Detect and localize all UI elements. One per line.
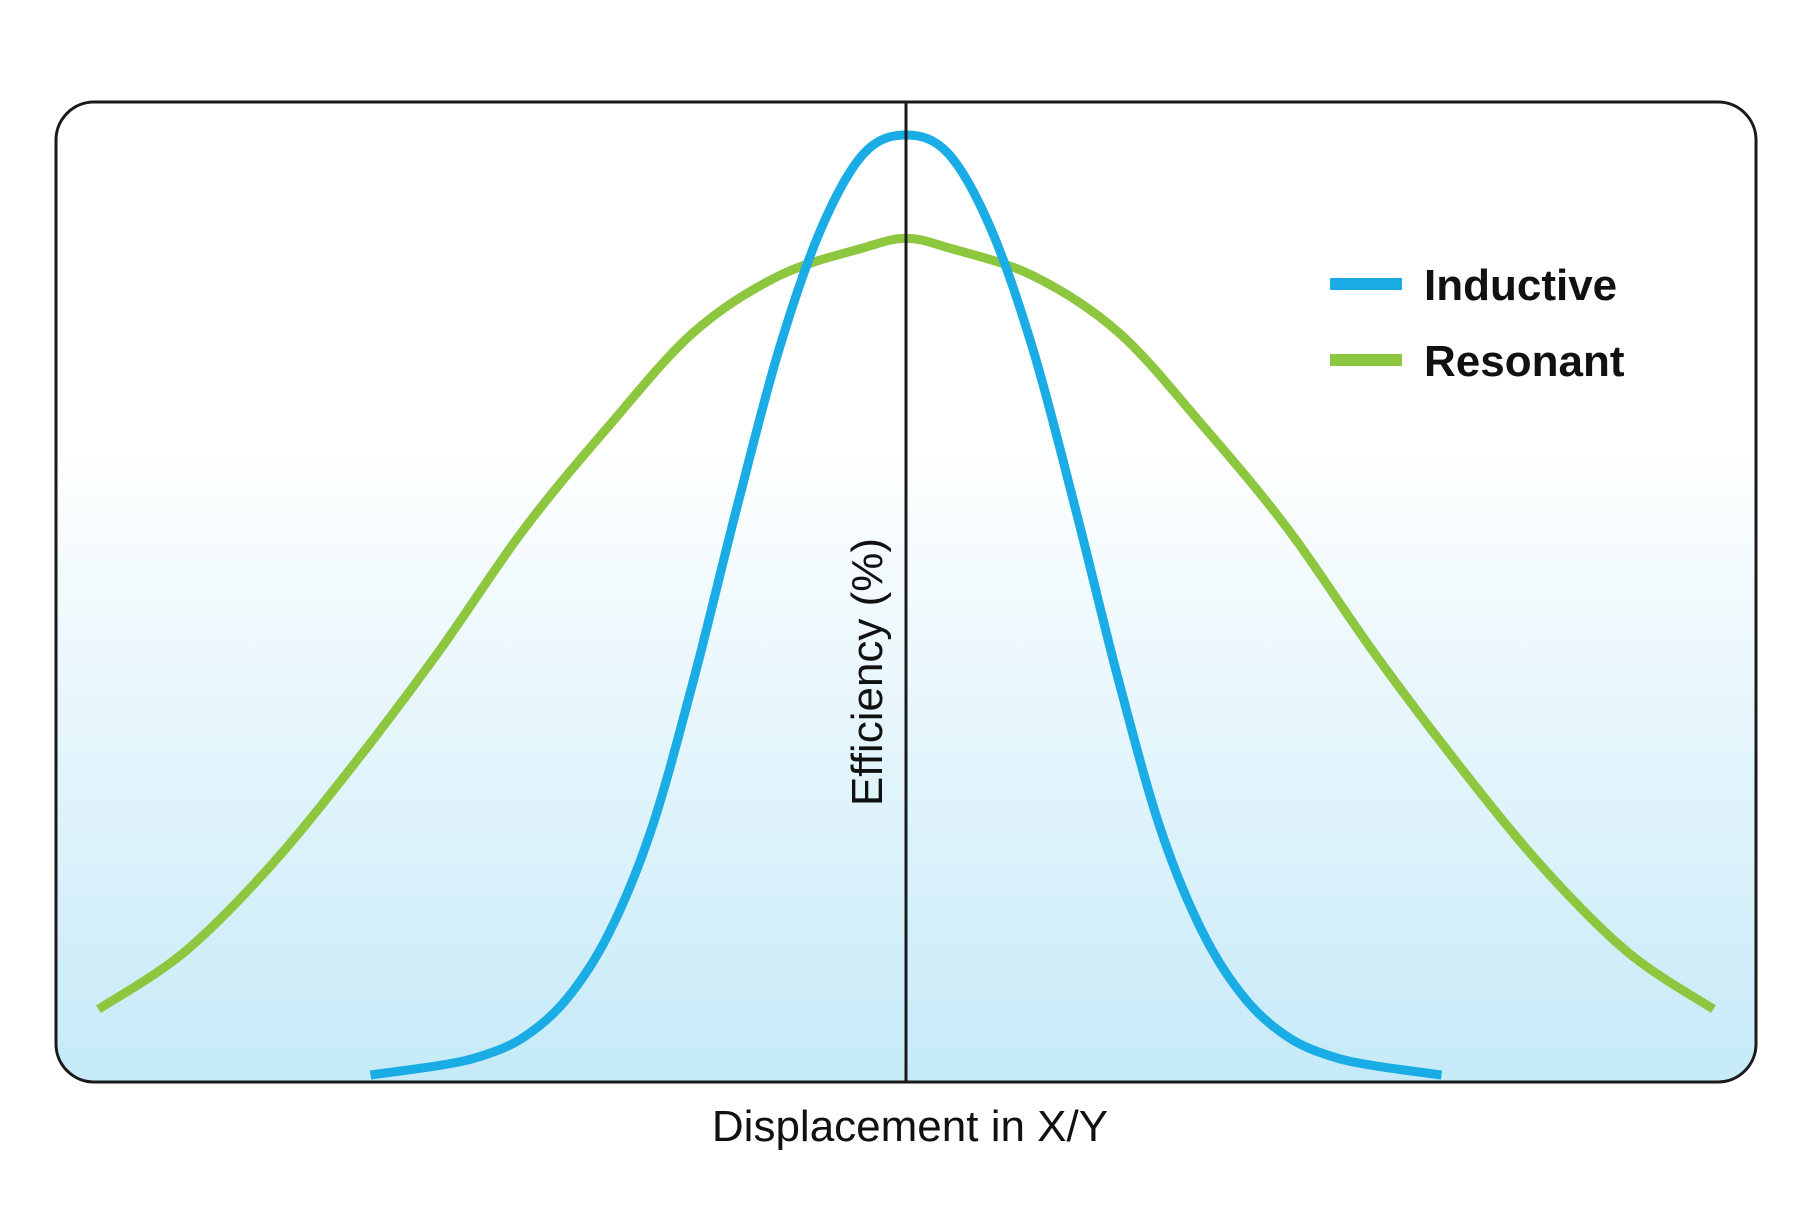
legend: Inductive Resonant [1330,261,1625,386]
y-axis-title: Efficiency (%) [843,538,892,806]
legend-swatch-inductive [1330,278,1402,290]
x-axis-title: Displacement in X/Y [712,1102,1108,1151]
legend-label-inductive: Inductive [1424,261,1617,310]
legend-label-resonant: Resonant [1424,337,1625,386]
legend-swatch-resonant [1330,354,1402,366]
